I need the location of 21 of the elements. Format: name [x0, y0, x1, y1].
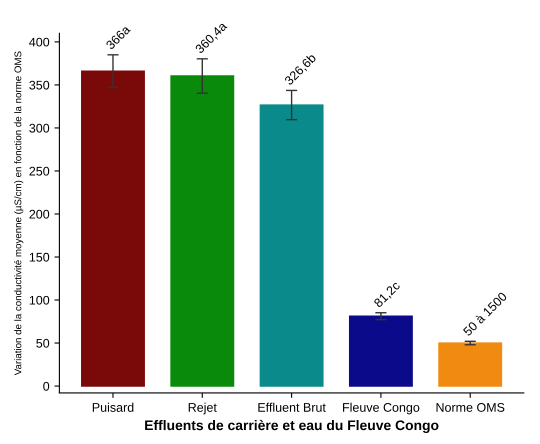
y-tick-label: 0	[43, 382, 50, 391]
bar	[348, 316, 413, 387]
x-tick-label: Effluent Brut	[258, 402, 326, 412]
y-tick-label: 100	[30, 296, 50, 305]
bar	[260, 104, 324, 387]
bar	[170, 75, 234, 387]
bar	[81, 70, 145, 387]
y-tick-label: 150	[30, 252, 50, 262]
y-tick-label: 50	[36, 338, 50, 348]
x-tick-label: Puisard	[92, 402, 134, 412]
y-axis-title: Variation de la conductivité moyenne (µS/cm) en fonction de la norme OMS	[14, 51, 24, 376]
y-tick-label: 300	[29, 124, 50, 133]
x-axis-title: Effluents de carrière et eau du Fleuve Congo	[145, 420, 438, 433]
y-tick-label: 200	[29, 210, 50, 219]
bar	[438, 342, 502, 387]
x-tick-label: Fleuve Congo	[343, 402, 420, 414]
y-tick-label: 350	[29, 80, 50, 90]
x-tick-label: Norme OMS	[436, 402, 504, 412]
x-tick-label: Rejet	[188, 402, 217, 414]
y-tick-label: 400	[29, 38, 50, 47]
y-tick-label: 250	[29, 166, 50, 176]
